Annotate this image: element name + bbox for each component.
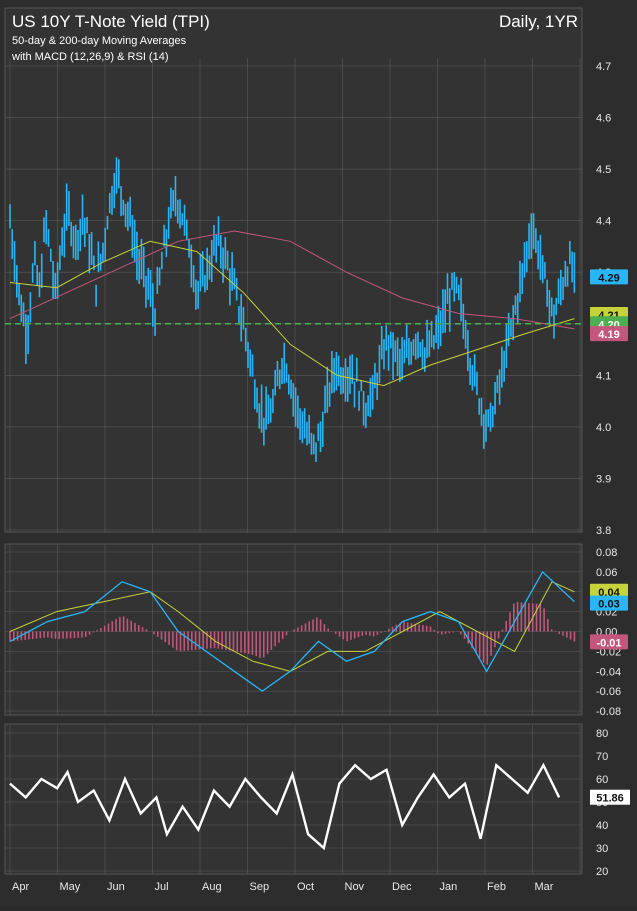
y-tick-label: 0.06 (596, 567, 617, 579)
month-label: Jul (155, 881, 169, 893)
badge-ma200-bg (590, 326, 628, 342)
badge-macd: 0.03 (598, 599, 619, 611)
month-label: Apr (12, 881, 29, 893)
month-label: Aug (202, 881, 222, 893)
month-label: Sep (250, 881, 270, 893)
chart-period: Daily, 1YR (499, 12, 578, 31)
month-label: Feb (487, 881, 506, 893)
y-tick-label: 4.4 (596, 216, 611, 228)
y-tick-label: 20 (596, 866, 608, 878)
rsi-panel (4, 723, 583, 875)
badge-price-bg (590, 269, 628, 285)
chart-subtitle-line2: with MACD (12,26,9) & RSI (14) (11, 51, 169, 63)
macd-signal-line (9, 581, 575, 672)
y-tick-label: 4.6 (596, 113, 611, 125)
month-label: Oct (297, 881, 314, 893)
chart-title: US 10Y T-Note Yield (TPI) (12, 12, 210, 31)
month-label: Nov (345, 881, 365, 893)
month-label: Dec (392, 881, 412, 893)
macd-line (9, 570, 575, 692)
ma50-line (9, 240, 575, 387)
ma200-line (9, 230, 575, 330)
month-label: Jan (440, 881, 458, 893)
y-tick-label: 4.1 (596, 370, 611, 382)
badge-price: 4.29 (598, 272, 619, 284)
badge-macd-histogram: -0.01 (596, 637, 621, 649)
month-label: Mar (535, 881, 554, 893)
series-layer (5, 157, 582, 851)
price-panel (4, 7, 583, 533)
y-tick-label: 80 (596, 728, 608, 740)
badge-rsi: 51.86 (596, 793, 624, 805)
badge-macd-histogram-bg (590, 634, 628, 650)
y-tick-label: 4.7 (596, 61, 611, 73)
y-tick-label: -0.08 (596, 706, 621, 718)
month-axis: Apr May Jun Jul Aug Sep Oct Nov Dec Jan Feb Mar (12, 881, 554, 893)
y-tick-label: 3.8 (596, 525, 611, 537)
month-label: May (60, 881, 81, 893)
y-tick-label: 30 (596, 843, 608, 855)
y-tick-label: -0.04 (596, 666, 621, 678)
y-tick-label: 0.08 (596, 547, 617, 559)
badge-macd-signal-bg (590, 583, 628, 599)
badge-rsi-bg (590, 789, 630, 805)
y-tick-label: 4.0 (596, 422, 611, 434)
chart-subtitle-line1: 50-day & 200-day Moving Averages (12, 35, 187, 47)
month-label: Jun (107, 881, 125, 893)
y-tick-label: 60 (596, 774, 608, 786)
y-tick-label: 3.9 (596, 473, 611, 485)
badge-ma200: 4.19 (598, 329, 619, 341)
badge-macd-bg (590, 595, 628, 611)
rsi-line (9, 762, 561, 851)
y-tick-label: -0.06 (596, 686, 621, 698)
y-tick-label: 4.5 (596, 164, 611, 176)
y-tick-label: 40 (596, 820, 608, 832)
y-tick-label: 70 (596, 751, 608, 763)
